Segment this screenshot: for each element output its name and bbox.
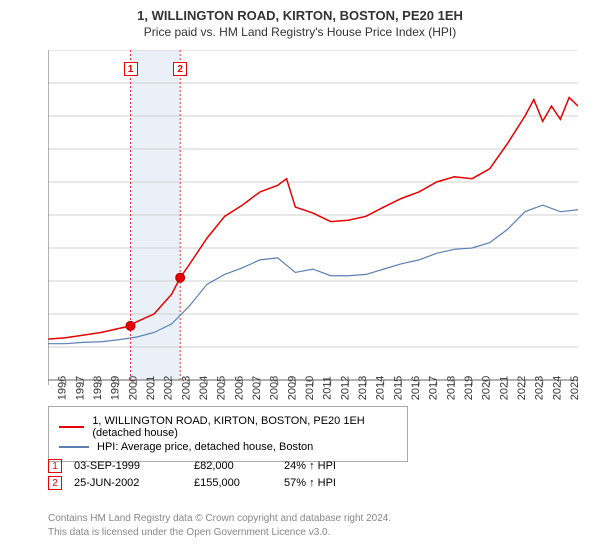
svg-text:2016: 2016	[410, 376, 422, 400]
chart-container: 1, WILLINGTON ROAD, KIRTON, BOSTON, PE20…	[0, 0, 600, 560]
sales-row: 1 03-SEP-1999 £82,000 24% ↑ HPI	[48, 459, 374, 473]
sale-price: £82,000	[194, 460, 284, 472]
sale-rel-hpi: 24% ↑ HPI	[284, 460, 374, 472]
plot-area: £0£50K£100K£150K£200K£250K£300K£350K£400…	[48, 50, 578, 380]
chart-svg: £0£50K£100K£150K£200K£250K£300K£350K£400…	[48, 50, 578, 410]
legend-label: 1, WILLINGTON ROAD, KIRTON, BOSTON, PE20…	[92, 415, 397, 439]
svg-text:2009: 2009	[286, 376, 298, 400]
sales-row: 2 25-JUN-2002 £155,000 57% ↑ HPI	[48, 476, 374, 490]
sale-annot-2: 2	[173, 62, 187, 76]
svg-text:2013: 2013	[357, 376, 369, 400]
svg-text:2003: 2003	[180, 376, 192, 400]
svg-text:2024: 2024	[551, 376, 563, 400]
legend-item: HPI: Average price, detached house, Bost…	[59, 441, 397, 453]
svg-text:2025: 2025	[569, 376, 578, 400]
svg-text:2007: 2007	[251, 376, 263, 400]
svg-text:2006: 2006	[233, 376, 245, 400]
svg-text:2017: 2017	[428, 376, 440, 400]
legend-swatch	[59, 446, 89, 448]
legend-label: HPI: Average price, detached house, Bost…	[97, 441, 313, 453]
attribution: Contains HM Land Registry data © Crown c…	[48, 512, 391, 540]
sale-price: £155,000	[194, 477, 284, 489]
sale-marker-icon: 2	[48, 476, 62, 490]
svg-text:1997: 1997	[74, 376, 86, 400]
svg-text:2012: 2012	[339, 376, 351, 400]
title-block: 1, WILLINGTON ROAD, KIRTON, BOSTON, PE20…	[0, 0, 600, 41]
sales-table: 1 03-SEP-1999 £82,000 24% ↑ HPI 2 25-JUN…	[48, 456, 374, 493]
chart-title: 1, WILLINGTON ROAD, KIRTON, BOSTON, PE20…	[0, 8, 600, 23]
chart-subtitle: Price paid vs. HM Land Registry's House …	[0, 25, 600, 39]
sale-rel-hpi: 57% ↑ HPI	[284, 477, 374, 489]
svg-text:2002: 2002	[163, 376, 175, 400]
sale-date: 25-JUN-2002	[74, 477, 194, 489]
svg-text:2008: 2008	[269, 376, 281, 400]
svg-text:2023: 2023	[534, 376, 546, 400]
attribution-line: This data is licensed under the Open Gov…	[48, 526, 391, 540]
svg-text:2001: 2001	[145, 376, 157, 400]
svg-text:2020: 2020	[481, 376, 493, 400]
legend: 1, WILLINGTON ROAD, KIRTON, BOSTON, PE20…	[48, 406, 408, 462]
legend-swatch	[59, 426, 84, 428]
svg-text:2022: 2022	[516, 376, 528, 400]
sale-marker-icon: 1	[48, 459, 62, 473]
svg-text:1999: 1999	[110, 376, 122, 400]
svg-text:2004: 2004	[198, 376, 210, 400]
svg-text:2019: 2019	[463, 376, 475, 400]
svg-text:2021: 2021	[498, 376, 510, 400]
attribution-line: Contains HM Land Registry data © Crown c…	[48, 512, 391, 526]
sale-date: 03-SEP-1999	[74, 460, 194, 472]
svg-text:1998: 1998	[92, 376, 104, 400]
svg-text:2018: 2018	[445, 376, 457, 400]
svg-text:2005: 2005	[216, 376, 228, 400]
svg-text:2014: 2014	[375, 376, 387, 400]
svg-text:1996: 1996	[57, 376, 69, 400]
legend-item: 1, WILLINGTON ROAD, KIRTON, BOSTON, PE20…	[59, 415, 397, 439]
svg-text:2000: 2000	[127, 376, 139, 400]
sale-annot-1: 1	[124, 62, 138, 76]
svg-text:2015: 2015	[392, 376, 404, 400]
svg-text:2010: 2010	[304, 376, 316, 400]
